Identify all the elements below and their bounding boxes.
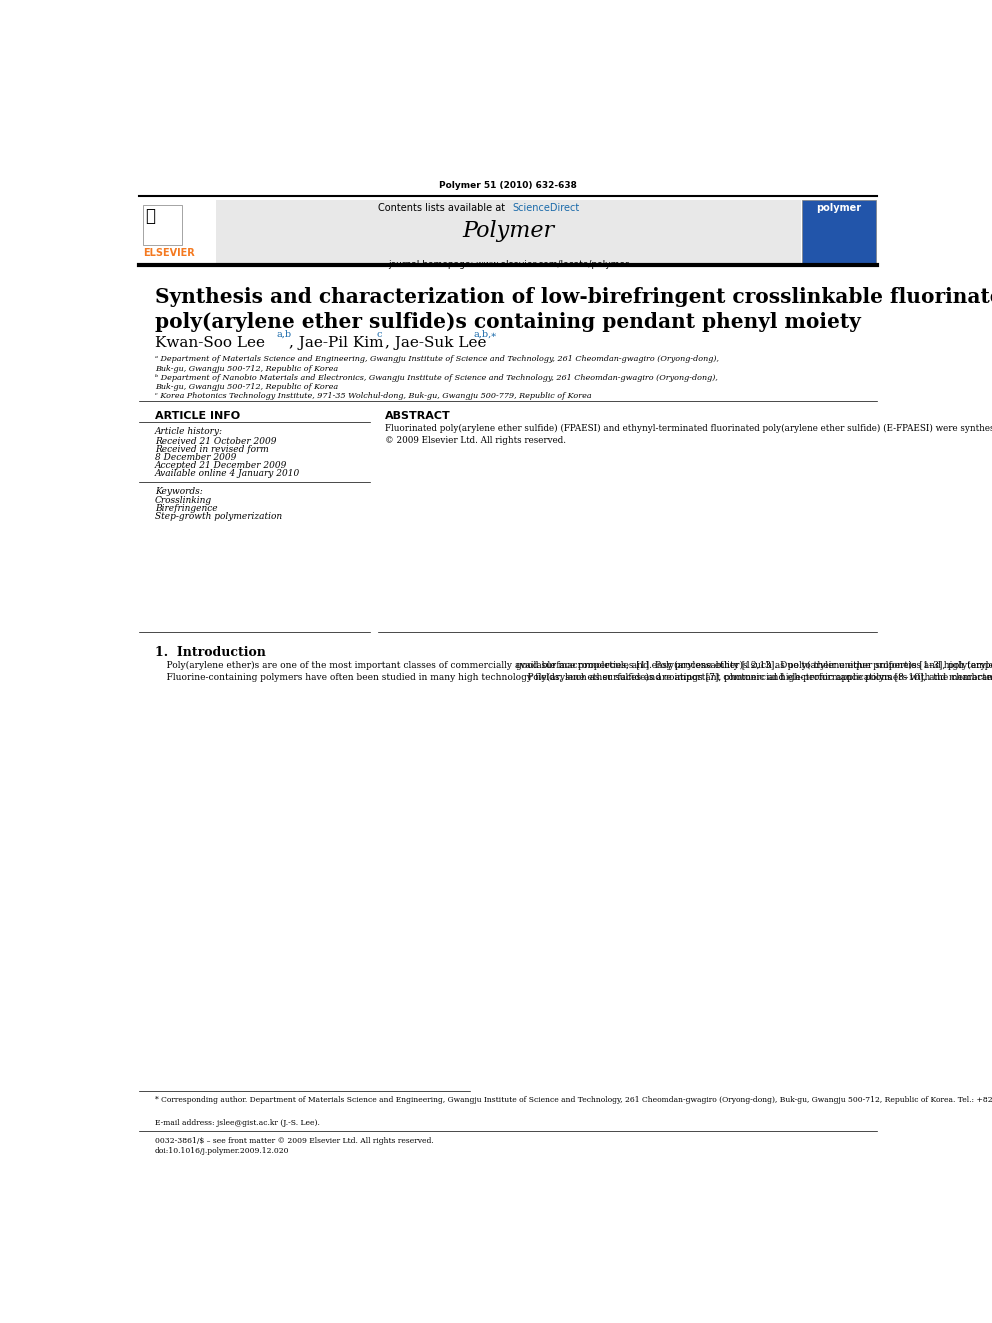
Text: journal homepage: www.elsevier.com/locate/polymer: journal homepage: www.elsevier.com/locat… — [388, 259, 629, 269]
Text: ᶜ Korea Photonics Technology Institute, 971-35 Wolchul-dong, Buk-gu, Gwangju 500: ᶜ Korea Photonics Technology Institute, … — [155, 392, 591, 400]
Text: Received 21 October 2009: Received 21 October 2009 — [155, 437, 276, 446]
Text: Polymer: Polymer — [462, 220, 555, 242]
Text: Accepted 21 December 2009: Accepted 21 December 2009 — [155, 462, 287, 470]
Text: ARTICLE INFO: ARTICLE INFO — [155, 411, 240, 422]
Text: Buk-gu, Gwangju 500-712, Republic of Korea: Buk-gu, Gwangju 500-712, Republic of Kor… — [155, 382, 338, 390]
Text: Fluorinated poly(arylene ether sulfide) (FPAESI) and ethynyl-terminated fluorina: Fluorinated poly(arylene ether sulfide) … — [386, 423, 992, 445]
Text: Article history:: Article history: — [155, 427, 223, 435]
Text: ABSTRACT: ABSTRACT — [386, 411, 451, 422]
Text: Step-growth polymerization: Step-growth polymerization — [155, 512, 282, 521]
Text: good surface properties, and easy processability [12,13]. Due to their unique pr: good surface properties, and easy proces… — [516, 662, 992, 683]
Text: a,b,⁎: a,b,⁎ — [473, 329, 496, 339]
Text: c: c — [376, 329, 382, 339]
Text: Crosslinking: Crosslinking — [155, 496, 212, 505]
Text: Polymer 51 (2010) 632-638: Polymer 51 (2010) 632-638 — [439, 181, 577, 191]
Text: a,b: a,b — [276, 329, 292, 339]
Text: polymer: polymer — [816, 202, 861, 213]
Text: Contents lists available at: Contents lists available at — [378, 202, 509, 213]
Text: E-mail address: jslee@gist.ac.kr (J.-S. Lee).: E-mail address: jslee@gist.ac.kr (J.-S. … — [155, 1119, 319, 1127]
Text: 1.  Introduction: 1. Introduction — [155, 646, 266, 659]
FancyBboxPatch shape — [139, 200, 216, 263]
Text: ELSEVIER: ELSEVIER — [143, 249, 195, 258]
Text: * Corresponding author. Department of Materials Science and Engineering, Gwangju: * Corresponding author. Department of Ma… — [155, 1095, 992, 1103]
Text: , Jae-Suk Lee: , Jae-Suk Lee — [386, 336, 487, 351]
Text: Birefringence: Birefringence — [155, 504, 217, 513]
Text: Kwan-Soo Lee: Kwan-Soo Lee — [155, 336, 265, 351]
Text: ᵃ Department of Materials Science and Engineering, Gwangju Institute of Science : ᵃ Department of Materials Science and En… — [155, 356, 719, 364]
Text: 0032-3861/$ – see front matter © 2009 Elsevier Ltd. All rights reserved.
doi:10.: 0032-3861/$ – see front matter © 2009 El… — [155, 1136, 434, 1155]
FancyBboxPatch shape — [803, 200, 876, 263]
Text: Synthesis and characterization of low-birefringent crosslinkable fluorinated
pol: Synthesis and characterization of low-bi… — [155, 287, 992, 332]
Text: Received in revised form: Received in revised form — [155, 445, 269, 454]
Text: Buk-gu, Gwangju 500-712, Republic of Korea: Buk-gu, Gwangju 500-712, Republic of Kor… — [155, 365, 338, 373]
FancyBboxPatch shape — [155, 200, 801, 263]
FancyBboxPatch shape — [143, 205, 182, 245]
Text: Poly(arylene ether)s are one of the most important classes of commercially avail: Poly(arylene ether)s are one of the most… — [155, 662, 992, 681]
Text: , Jae-Pil Kim: , Jae-Pil Kim — [290, 336, 384, 351]
Text: 🌳: 🌳 — [145, 208, 155, 225]
Text: Available online 4 January 2010: Available online 4 January 2010 — [155, 470, 300, 479]
Text: Keywords:: Keywords: — [155, 487, 202, 496]
Text: 8 December 2009: 8 December 2009 — [155, 454, 236, 462]
Text: ᵇ Department of Nanobio Materials and Electronics, Gwangju Institute of Science : ᵇ Department of Nanobio Materials and El… — [155, 373, 717, 382]
Text: ScienceDirect: ScienceDirect — [512, 202, 579, 213]
